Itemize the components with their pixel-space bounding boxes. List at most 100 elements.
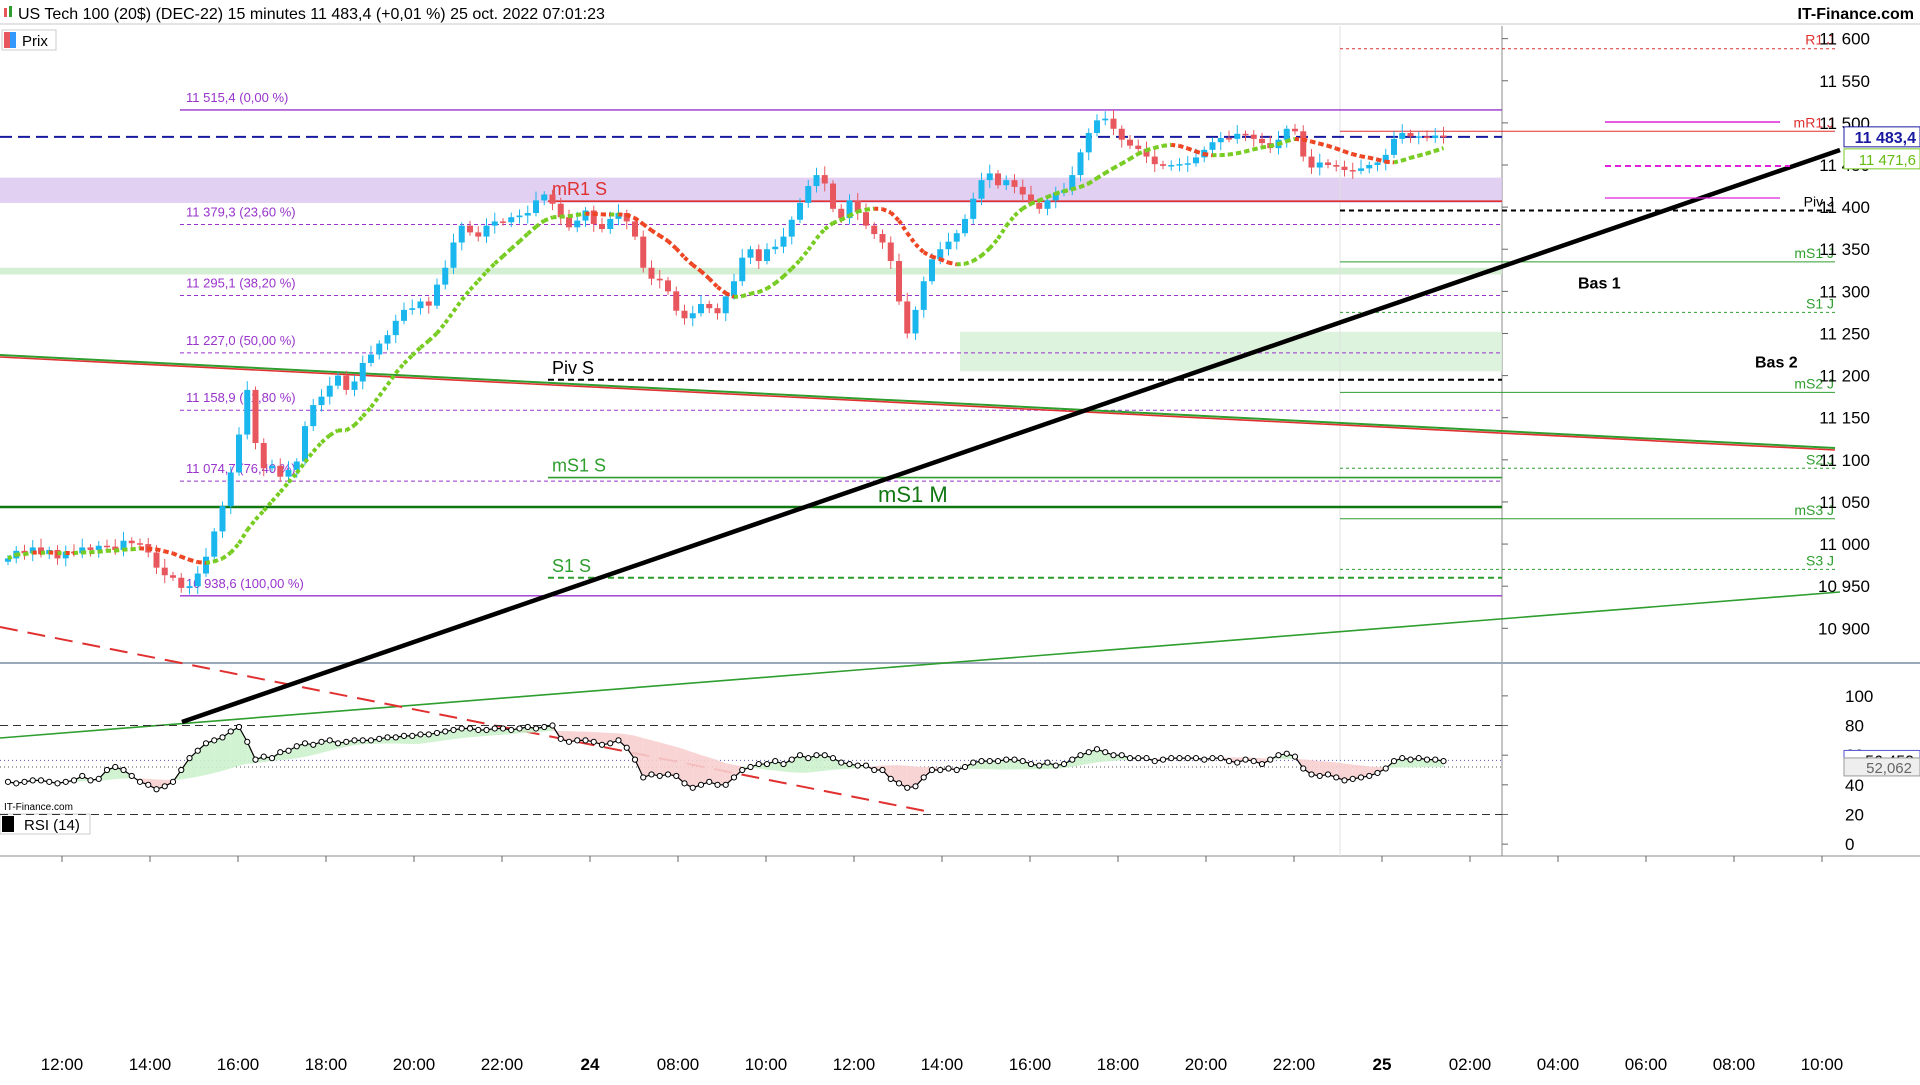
rsi-point [583,738,588,743]
rsi-point [1243,757,1248,762]
rsi-fill-segment [635,736,643,778]
rsi-point [814,753,819,758]
rsi-point [1284,751,1289,756]
rsi-point [426,732,431,737]
candle-body [1111,119,1117,129]
candle-body [566,217,572,227]
candle-body [508,217,514,222]
candle-body [888,242,894,261]
rsi-point [896,781,901,786]
rsi-point [129,773,134,778]
rsi-point [327,738,332,743]
candle-body [137,543,143,545]
rsi-point [1160,757,1165,762]
rsi-point [5,779,10,784]
candle-body [1333,165,1339,167]
rsi-point [88,778,93,783]
candle-body [1185,163,1191,165]
candle-body [640,237,646,268]
rsi-point [1028,761,1033,766]
candle-body [162,568,168,576]
rsi-point [987,759,992,764]
rsi-point [822,753,827,758]
rsi-point [1276,753,1281,758]
rsi-point [946,766,951,771]
header-icon-bar2 [9,6,12,17]
candle-body [748,249,754,257]
candle-body [1094,120,1100,133]
candle-body [1391,139,1397,155]
rsi-point [797,753,802,758]
candle-body [500,221,506,223]
rsi-point [121,767,126,772]
y-tick-label: 11 000 [1819,535,1870,554]
y-tick-label: 11 400 [1819,198,1870,217]
rsi-point [773,759,778,764]
candle-body [665,280,671,291]
rsi-point [467,726,472,731]
rsi-point [624,745,629,750]
candle-body [739,258,745,282]
rsi-point [542,724,547,729]
rsi-point [781,761,786,766]
candle-body [442,268,448,285]
candle-body [1366,165,1372,168]
candle-body [409,308,415,310]
rsi-point [1259,761,1264,766]
rsi-point [137,779,142,784]
rsi-point [63,779,68,784]
candle-body [1358,168,1364,171]
x-tick-label: 10:00 [1801,1055,1844,1074]
rsi-point [1045,760,1050,765]
rsi-point [954,767,959,772]
rsi-point [286,748,291,753]
rsi-point [1037,763,1042,768]
rsi-point [1350,776,1355,781]
rsi-point [294,744,299,749]
rsi-point [756,761,761,766]
candle-body [1408,133,1414,136]
rsi-point [872,767,877,772]
candle-body [673,291,679,310]
candle-body [294,462,300,470]
rsi-point [377,736,382,741]
rsi-point [905,785,910,790]
candle-body [484,226,490,237]
candle-body [451,242,457,267]
candle-body [525,213,531,216]
daily-pivot-label-8: S3 J [1806,552,1834,568]
rsi-point [806,756,811,761]
rsi-point [55,781,60,786]
rsi-point [1301,766,1306,771]
candle-body [269,466,275,469]
rsi-point [1325,772,1330,777]
candle-body [393,321,399,335]
rsi-point [14,781,19,786]
candle-body [789,220,795,237]
candle-body [1424,136,1430,138]
rsi-point [401,733,406,738]
candle-body [385,335,391,343]
rsi-point [195,748,200,753]
rsi-point [1136,756,1141,761]
rsi-point [566,739,571,744]
candle-body [418,301,424,308]
rsi-fill-segment [718,760,726,785]
candle-body [319,397,325,405]
candle-body [954,233,960,241]
candle-body [88,547,94,550]
candle-body [1325,162,1331,165]
candle-body [1292,129,1298,132]
candle-body [657,279,663,281]
rsi-point [146,782,151,787]
candle-body [211,531,217,556]
rsi-point [1433,757,1438,762]
x-tick-label: 16:00 [217,1055,260,1074]
rsi-point [995,759,1000,764]
candle-body [756,249,762,261]
candle-body [1168,165,1174,167]
candle-body [723,296,729,313]
rsi-point [1309,772,1314,777]
candle-body [1350,170,1356,172]
rsi-point [1375,770,1380,775]
